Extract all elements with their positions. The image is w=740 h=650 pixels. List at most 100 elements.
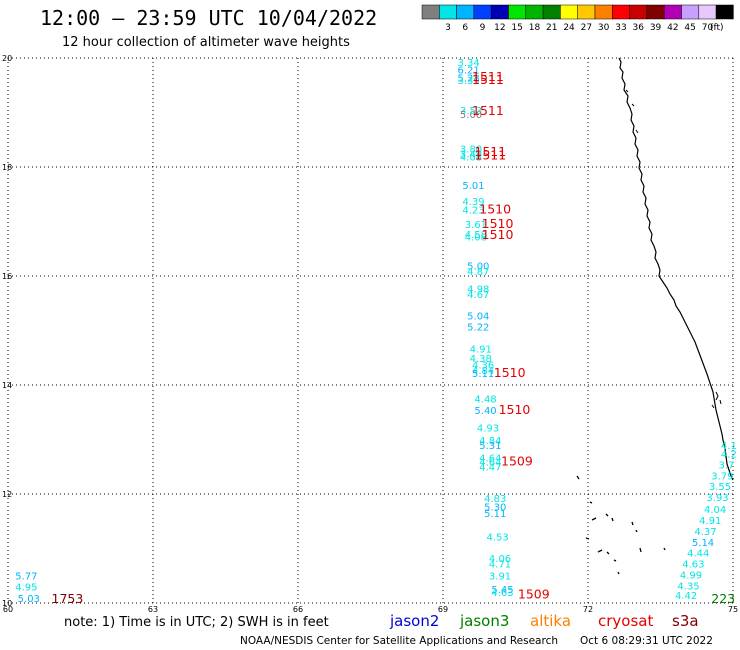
colorbar-legend: 3 6 9 12 15 18 21 24 27 30 33 36 39 42 45 70(ft) (421, 4, 734, 33)
colorbar-label: 9 (480, 23, 486, 33)
swh-value: 4.06 (489, 554, 511, 565)
pass-time: 1753 (52, 591, 84, 606)
lat-label: 12 (2, 490, 12, 499)
swh-value: 4.23 (462, 205, 484, 216)
pass-times: 1511151115111511151115101510151015101510… (52, 69, 736, 606)
swh-value: 4.83 (484, 494, 506, 505)
coastline (618, 57, 734, 481)
swh-value: 3.61 (465, 220, 487, 231)
colorbar-swatch (439, 4, 457, 20)
colorbar-swatch (646, 4, 665, 20)
colorbar-swatch (560, 4, 578, 20)
pass-time: 1510 (494, 365, 526, 380)
swh-value: 5.22 (467, 323, 489, 334)
swh-value: 4.04 (704, 505, 726, 516)
colorbar-swatch (577, 4, 596, 20)
lon-label: 63 (148, 605, 158, 614)
swh-value: 4.53 (487, 532, 509, 543)
swh-value: 4.38 (470, 354, 492, 365)
swh-value: 5.11 (472, 369, 494, 380)
colorbar-label: 42 (667, 23, 678, 33)
colorbar-swatch (542, 4, 561, 20)
footer-credit: NOAA/NESDIS Center for Satellite Applica… (240, 635, 558, 647)
swh-value: 6.21 (458, 65, 480, 76)
lon-label: 75 (728, 605, 738, 614)
footer-note: note: 1) Time is in UTC; 2) SWH is in fe… (64, 615, 329, 630)
swh-value: 4.58 (465, 230, 487, 241)
swh-value: 4.08 (460, 152, 482, 163)
colorbar-unit: (ft) (710, 23, 724, 33)
colorbar-label: 33 (615, 23, 626, 33)
colorbar-label: 24 (563, 23, 575, 33)
pass-time: 1510 (479, 201, 511, 216)
colorbar-swatch (473, 4, 492, 20)
swh-value: 4.64 (479, 458, 501, 469)
footer-timestamp: Oct 6 08:29:31 UTC 2022 (580, 635, 713, 647)
pass-time: 1510 (482, 227, 514, 242)
lat-label: 14 (2, 381, 12, 390)
colorbar-label: 45 (684, 23, 695, 33)
page-subtitle: 12 hour collection of altimeter wave hei… (62, 35, 350, 50)
swh-value: 3.91 (489, 572, 511, 583)
swh-value: 3.55 (709, 482, 731, 493)
colorbar-swatch (698, 4, 717, 20)
swh-value: 4.95 (15, 582, 37, 593)
colorbar-swatch (490, 4, 509, 20)
colorbar-label: 39 (650, 23, 662, 33)
legend-jason3: jason3 (459, 612, 509, 630)
colorbar-label: 12 (494, 23, 505, 33)
swh-value: 5.14 (692, 538, 714, 549)
swh-value: 4.91 (699, 516, 721, 527)
legend-s3a: s3a (672, 612, 699, 630)
swh-value: 4.36 (472, 361, 494, 372)
page-title: 12:00 – 23:59 UTC 10/04/2022 (40, 6, 377, 30)
legend-altika: altika (530, 612, 571, 630)
lon-label: 60 (3, 605, 13, 614)
swh-value: 4.35 (677, 581, 699, 592)
pass-time: 1511 (472, 103, 504, 118)
lat-label: 16 (2, 272, 12, 281)
swh-readings: 3.346.215.233.393.535.003.804.083.495.01… (15, 58, 737, 605)
swh-value: 4.67 (467, 290, 489, 301)
lon-label: 69 (438, 605, 448, 614)
colorbar-label: 27 (581, 23, 592, 33)
colorbar-label: 70 (702, 23, 714, 33)
swh-value: 4.84 (479, 436, 501, 447)
lon-label: 66 (293, 605, 303, 614)
swh-value: 4.08 (465, 233, 487, 244)
swh-value: 4.44 (687, 549, 709, 560)
swh-value: 5.03 (18, 594, 40, 605)
swh-value: 5.04 (467, 312, 489, 323)
swh-value: 4.47 (479, 463, 501, 474)
swh-value: 4.93 (477, 423, 499, 434)
satellite-legend: jason2 jason3 altika cryosat s3a (389, 612, 699, 630)
swh-value: 5.00 (460, 110, 482, 121)
colorbar-swatch (594, 4, 613, 20)
pass-time: 1510 (482, 216, 514, 231)
swh-value: 5.30 (484, 502, 506, 513)
colorbar-swatch (629, 4, 648, 20)
swh-value: 4.48 (474, 394, 496, 405)
pass-time: 223 (711, 591, 735, 606)
swh-value: 5.01 (462, 181, 484, 192)
colorbar-label: 15 (511, 23, 522, 33)
swh-value: 5.31 (479, 441, 501, 452)
swh-value: 4.98 (467, 284, 489, 295)
pass-time: 1511 (474, 147, 506, 162)
swh-value: 4.64 (479, 453, 501, 464)
colorbar-swatch (681, 4, 700, 20)
lat-label: 20 (2, 54, 12, 63)
swh-value: 4.42 (675, 591, 697, 602)
colorbar-swatch (508, 4, 527, 20)
lon-label: 72 (583, 605, 593, 614)
lat-label: 10 (2, 599, 12, 608)
swh-value: 4.91 (470, 344, 492, 355)
swh-value: 4.71 (489, 560, 511, 571)
swh-value: 5.23 (458, 73, 480, 84)
colorbar-swatch (421, 4, 440, 20)
swh-value: 3.93 (706, 493, 728, 504)
legend-jason2: jason2 (389, 612, 439, 630)
pass-time: 1510 (499, 402, 531, 417)
pass-time: 1511 (472, 69, 504, 84)
